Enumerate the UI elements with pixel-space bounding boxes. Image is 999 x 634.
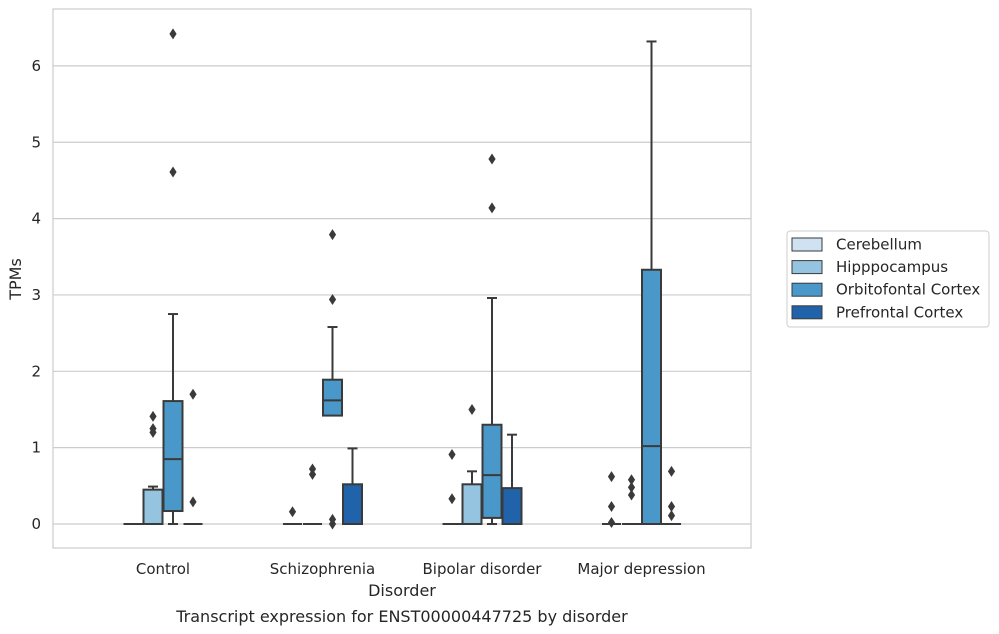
box-2-0 <box>162 313 184 525</box>
outlier-point <box>169 28 177 40</box>
outlier-point <box>488 202 496 214</box>
boxes <box>123 40 681 526</box>
outlier-point <box>288 506 297 518</box>
x-tick-label: Control <box>136 560 190 578</box>
outlier-point <box>627 489 636 501</box>
box-3-2 <box>501 433 523 526</box>
x-axis-title: Disorder <box>368 581 436 600</box>
outlier-point <box>149 423 157 435</box>
outlier-point <box>607 500 616 512</box>
y-tick-label: 2 <box>31 362 41 380</box>
outlier-point <box>328 294 337 306</box>
legend-label: Cerebellum <box>836 236 922 254</box>
box-iqr <box>461 483 483 526</box>
box-iqr <box>162 400 184 513</box>
y-axis-title: TPMs <box>6 258 25 301</box>
outlier-point <box>448 493 456 505</box>
box-iqr <box>322 378 343 417</box>
y-tick-label: 0 <box>31 515 41 533</box>
outliers <box>149 28 676 530</box>
outlier-point <box>607 471 616 483</box>
outlier-point <box>627 481 636 493</box>
y-tick-label: 1 <box>31 439 41 457</box>
box-iqr <box>481 423 503 519</box>
outlier-point <box>189 496 197 508</box>
outlier-point <box>149 410 157 422</box>
x-tick-label: Bipolar disorder <box>423 560 543 578</box>
outlier-point <box>328 229 337 241</box>
x-tick-label: Schizophrenia <box>270 560 375 578</box>
box-1-0 <box>142 485 164 525</box>
y-axis-ticks: 0 1 2 3 4 5 6 <box>31 57 41 533</box>
legend-label: Orbitofontal Cortex <box>836 281 980 299</box>
legend-swatch <box>791 237 823 252</box>
box-3-1 <box>342 447 363 526</box>
outlier-point <box>328 513 337 525</box>
y-tick-label: 4 <box>31 210 41 228</box>
outlier-point <box>448 449 456 461</box>
outlier-point <box>667 510 676 522</box>
legend: Cerebellum Hipppocampus Orbitofontal Corte… <box>786 230 990 328</box>
plot-frame <box>52 8 752 549</box>
y-tick-label: 3 <box>31 286 41 304</box>
x-tick-label: Major depression <box>577 560 705 578</box>
outlier-point <box>189 388 197 400</box>
legend-swatch <box>791 305 823 320</box>
box-iqr <box>641 268 662 525</box>
legend-swatch <box>791 282 823 297</box>
box-2-1 <box>322 326 343 417</box>
outlier-point <box>488 153 496 165</box>
outlier-point <box>308 463 317 475</box>
legend-label: Hipppocampus <box>836 258 948 276</box>
legend-swatch <box>791 260 823 275</box>
box-iqr <box>142 488 164 525</box>
outlier-point <box>169 166 177 178</box>
box-iqr <box>342 483 363 526</box>
box-2-3 <box>641 40 662 525</box>
y-tick-label: 6 <box>31 57 41 75</box>
y-tick-label: 5 <box>31 133 41 151</box>
legend-label: Prefrontal Cortex <box>836 303 963 321</box>
outlier-point <box>468 403 476 415</box>
box-iqr <box>501 487 523 526</box>
outlier-point <box>667 465 676 477</box>
chart-caption: Transcript expression for ENST0000044772… <box>175 607 628 626</box>
legend-frame <box>786 230 990 328</box>
outlier-point <box>627 474 636 486</box>
outlier-point <box>607 516 616 528</box>
outlier-point <box>667 500 676 512</box>
x-axis-ticks: Control Schizophrenia Bipolar disorder Majo… <box>136 560 706 578</box>
box-1-2 <box>461 470 483 526</box>
box-2-2 <box>481 297 503 525</box>
